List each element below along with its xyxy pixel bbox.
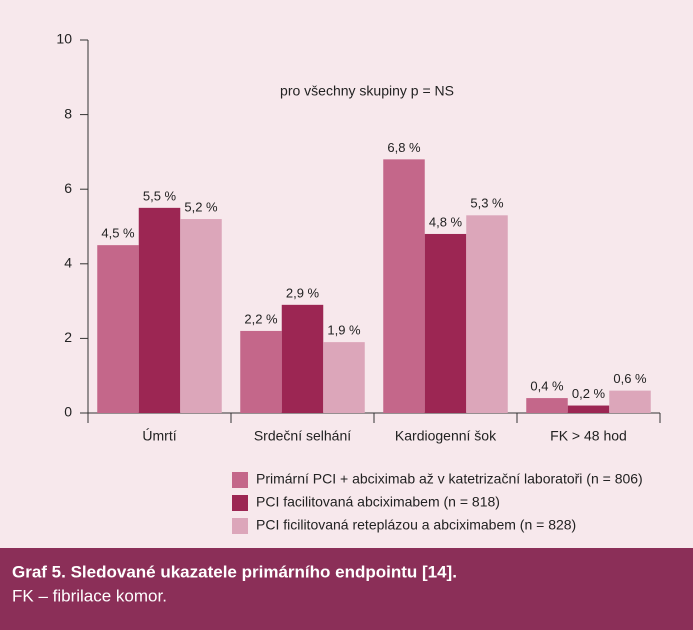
value-label: 0,6 % [613, 371, 647, 386]
caption-band [0, 548, 693, 630]
bar [424, 233, 467, 413]
value-label: 5,5 % [143, 188, 177, 203]
value-label: 4,5 % [101, 226, 135, 241]
legend-swatch [232, 472, 248, 488]
value-label: 5,2 % [184, 199, 218, 214]
value-label: 6,8 % [387, 140, 421, 155]
bar [97, 245, 139, 413]
annotation: pro všechny skupiny p = NS [280, 83, 454, 99]
x-tick-label: FK > 48 hod [550, 428, 627, 444]
legend-swatch [232, 495, 248, 511]
bar [281, 304, 324, 413]
bar [323, 342, 365, 413]
y-tick-label: 6 [64, 180, 72, 196]
bar [609, 390, 651, 413]
y-tick-label: 8 [64, 105, 72, 121]
bar [138, 207, 181, 413]
x-tick-label: Úmrtí [142, 428, 176, 444]
y-tick-label: 2 [64, 329, 72, 345]
x-tick-label: Kardiogenní šok [395, 428, 497, 444]
legend-label: Primární PCI + abciximab až v katetrizač… [256, 471, 643, 487]
y-tick-label: 10 [56, 31, 72, 47]
x-tick-label: Srdeční selhání [254, 428, 351, 444]
legend-label: PCI facilitovaná abciximabem (n = 818) [256, 494, 500, 510]
bar [567, 405, 610, 413]
bar [180, 219, 222, 413]
value-label: 0,2 % [572, 386, 606, 401]
caption-note: FK – fibrilace komor. [12, 586, 167, 605]
legend-swatch [232, 518, 248, 534]
bar [383, 159, 425, 413]
value-label: 5,3 % [470, 196, 504, 211]
value-label: 2,2 % [244, 311, 278, 326]
bar [526, 398, 568, 413]
legend-label: PCI ficilitovaná reteplázou a abciximabe… [256, 517, 576, 533]
bar [466, 215, 508, 413]
y-tick-label: 0 [64, 404, 72, 420]
bar [240, 330, 282, 413]
value-label: 2,9 % [286, 285, 320, 300]
value-label: 1,9 % [327, 323, 361, 338]
caption-title: Graf 5. Sledované ukazatele primárního e… [12, 562, 457, 581]
value-label: 0,4 % [530, 379, 564, 394]
value-label: 4,8 % [429, 214, 463, 229]
y-tick-label: 4 [64, 255, 72, 271]
